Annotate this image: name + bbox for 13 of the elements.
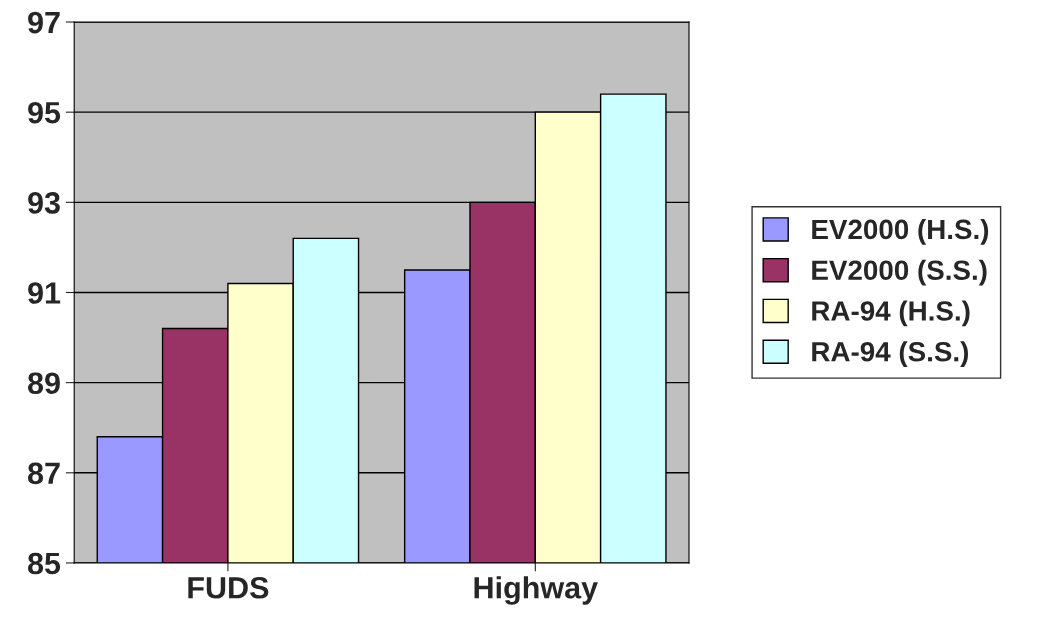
y-tick-label: 93: [28, 192, 60, 214]
y-tick-label: 91: [28, 282, 61, 304]
y-tick-label: 97: [28, 11, 60, 34]
legend-label: EV2000 (S.S.): [812, 259, 987, 286]
x-tick-label: FUDS: [188, 576, 269, 599]
legend-label: RA-94 (S.S.): [812, 341, 968, 368]
y-tick-label: 85: [27, 552, 61, 575]
y-tick-label: 87: [27, 462, 60, 485]
y-tick-label: 89: [27, 372, 60, 395]
y-tick-label: 95: [28, 101, 61, 124]
x-tick-label: Highway: [474, 576, 598, 605]
legend-label: RA-94 (H.S.): [812, 300, 970, 327]
legend-label: EV2000 (H.S.): [812, 218, 989, 245]
